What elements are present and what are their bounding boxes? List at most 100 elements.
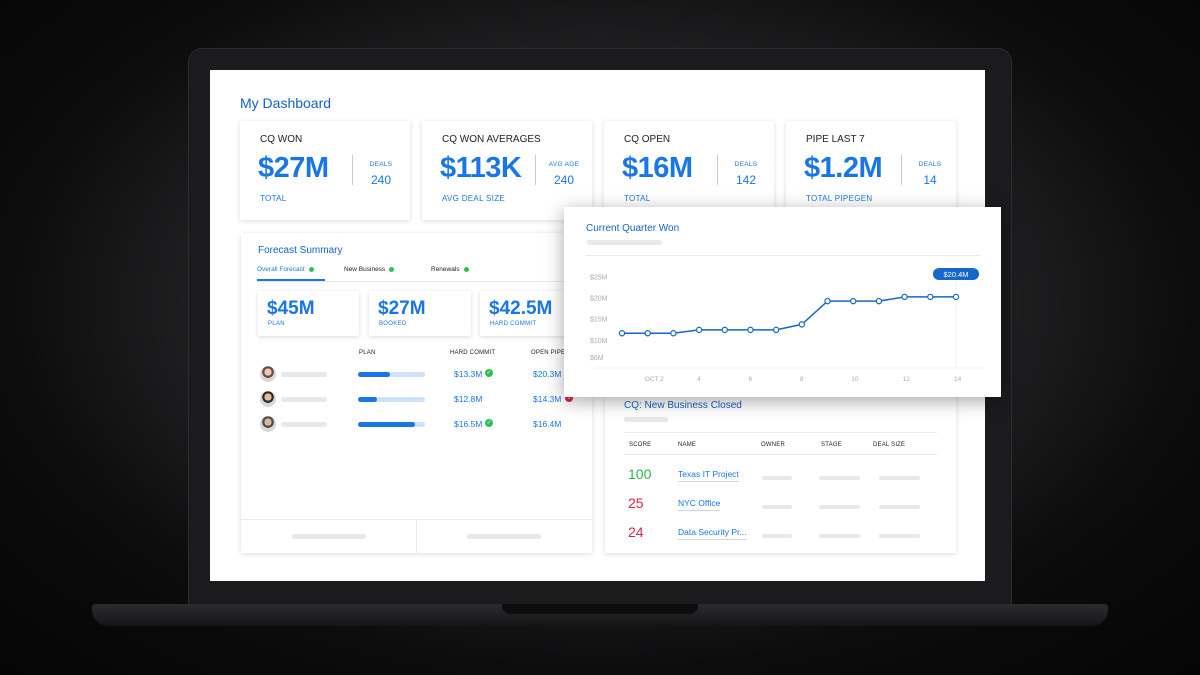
plan-progress-bar — [358, 422, 425, 427]
line-chart: $25M $20M $15M $10M $6M OCT 2 4 6 8 10 12 14 $20.4M — [590, 265, 982, 383]
data-point — [927, 293, 934, 301]
kpi-value: $1.2M — [804, 152, 883, 184]
hard-commit-value: $16.5M — [454, 419, 483, 429]
kpi-divider — [717, 155, 718, 185]
data-point — [618, 330, 626, 337]
kpi-card-cq-won[interactable]: CQ WON $27M TOTAL DEALS 240 — [240, 121, 410, 220]
kpi-card-cq-open[interactable]: CQ OPEN $16M TOTAL DEALS 142 — [604, 121, 774, 220]
owner-placeholder — [762, 534, 792, 538]
stage-placeholder — [819, 476, 860, 480]
chart-title: Current Quarter Won — [586, 223, 680, 234]
status-dot-icon — [308, 266, 314, 272]
laptop-notch — [502, 604, 698, 614]
kpi-value: $27M — [258, 152, 329, 184]
card-value: $27M — [378, 298, 426, 319]
x-tick-label: 6 — [748, 376, 752, 383]
avatar — [260, 366, 276, 382]
footer-placeholder[interactable] — [292, 534, 366, 539]
kpi-side-value: 240 — [370, 173, 392, 187]
score-value: 100 — [628, 466, 652, 482]
deal-name-link[interactable]: NYC Office — [678, 498, 721, 511]
alert-icon: ! — [565, 394, 573, 402]
card-value: $42.5M — [489, 298, 553, 319]
plan-progress-fill — [358, 397, 377, 402]
kpi-title: CQ OPEN — [624, 134, 671, 145]
column-header-name: NAME — [678, 442, 697, 448]
kpi-subtitle: TOTAL — [260, 194, 287, 203]
series-line — [622, 296, 956, 335]
kpi-side-label: DEALS — [918, 161, 942, 168]
deal-size-placeholder — [879, 476, 920, 480]
forecast-row[interactable]: $13.3M ✓ $20.3M — [241, 365, 592, 385]
subtitle-placeholder — [587, 240, 662, 245]
data-point — [901, 293, 908, 301]
owner-placeholder — [762, 476, 792, 480]
kpi-side-label: DEALS — [734, 161, 758, 168]
data-point — [747, 326, 754, 334]
data-point — [695, 326, 703, 334]
stage-placeholder — [819, 534, 860, 538]
y-tick-label: $6M — [590, 355, 604, 362]
forecast-summary-panel: Forecast Summary Overall Forecast New Bu… — [241, 233, 592, 553]
deal-name-link[interactable]: Data Security Pr... — [678, 527, 747, 540]
x-tick-label: 12 — [903, 376, 911, 383]
tab-label: Renewals — [431, 266, 460, 273]
panel-title: CQ: New Business Closed — [624, 400, 742, 411]
hard-commit-value: $13.3M — [454, 369, 483, 379]
kpi-subtitle: AVG DEAL SIZE — [442, 194, 506, 203]
card-value: $45M — [267, 298, 315, 319]
tab-label: New Business — [344, 266, 386, 273]
forecast-card-booked[interactable]: $27M BOOKED — [369, 291, 471, 336]
kpi-side-label: AVG AGE — [548, 161, 580, 168]
name-placeholder — [281, 422, 327, 427]
data-point — [798, 321, 806, 328]
card-label: HARD COMMIT — [490, 321, 537, 327]
data-point — [670, 330, 677, 337]
name-placeholder — [281, 372, 327, 377]
tooltip-label: $20.4M — [943, 270, 968, 279]
open-pipe-value: $16.4M — [533, 419, 562, 429]
column-header-hard-commit: HARD COMMIT — [450, 350, 496, 356]
x-tick-label: OCT 2 — [645, 376, 664, 383]
kpi-subtitle: TOTAL — [624, 194, 651, 203]
hard-commit-value: $12.8M — [454, 394, 483, 404]
forecast-card-plan[interactable]: $45M PLAN — [258, 291, 359, 336]
data-point — [850, 297, 857, 305]
kpi-card-cq-won-averages[interactable]: CQ WON AVERAGES $113K AVG DEAL SIZE AVG … — [422, 121, 592, 220]
tab-renewals[interactable]: Renewals — [431, 266, 469, 273]
footer-separator — [416, 519, 417, 553]
check-icon: ✓ — [485, 369, 493, 377]
x-tick-label: 10 — [851, 376, 859, 383]
data-point — [772, 326, 780, 334]
open-pipe-value: $14.3M — [533, 394, 562, 404]
kpi-card-pipe-last-7[interactable]: PIPE LAST 7 $1.2M TOTAL PIPEGEN DEALS 14 — [786, 121, 956, 220]
deal-name-link[interactable]: Texas IT Project — [678, 469, 739, 482]
laptop-base — [92, 604, 1108, 626]
plan-progress-bar — [358, 397, 425, 402]
score-value: 24 — [628, 524, 644, 540]
value-tooltip — [933, 268, 979, 280]
name-placeholder — [281, 397, 327, 402]
tab-new-business[interactable]: New Business — [344, 266, 395, 273]
card-label: BOOKED — [379, 321, 407, 327]
kpi-divider — [352, 155, 353, 185]
column-header-stage: STAGE — [821, 442, 842, 448]
data-point — [721, 326, 728, 334]
new-business-panel: CQ: New Business Closed SCORE NAME OWNER… — [605, 388, 956, 553]
forecast-row[interactable]: $12.8M $14.3M ! — [241, 390, 592, 410]
avatar — [260, 416, 276, 432]
tab-overall-forecast[interactable]: Overall Forecast — [257, 266, 314, 273]
kpi-side-value: 142 — [735, 173, 757, 187]
data-point — [875, 297, 883, 305]
tab-divider — [257, 281, 592, 282]
kpi-title: PIPE LAST 7 — [806, 134, 865, 145]
data-point — [952, 293, 960, 301]
deal-size-placeholder — [879, 534, 920, 538]
plan-progress-fill — [358, 372, 391, 377]
tab-label: Overall Forecast — [257, 266, 305, 273]
plan-progress-fill — [358, 422, 415, 427]
forecast-row[interactable]: $16.5M ✓ $16.4M — [241, 415, 592, 435]
footer-placeholder[interactable] — [467, 534, 541, 539]
column-divider — [624, 454, 937, 455]
current-quarter-won-chart[interactable]: Current Quarter Won $25M $20M $15M $10M $6M O… — [564, 207, 1001, 397]
